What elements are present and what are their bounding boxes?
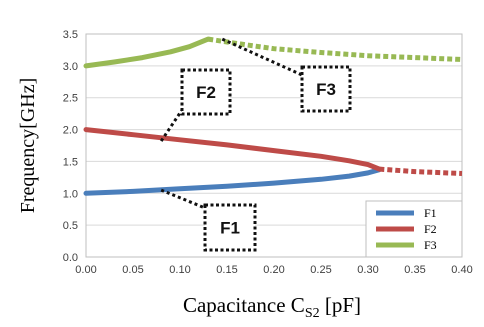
x-tick-label: 0.35 [404,264,425,276]
y-tick-label: 0.5 [63,220,78,232]
callout-box-f1 [203,203,257,252]
y-tick-label: 1.5 [63,156,78,168]
legend-label-f3: F3 [424,238,437,252]
callout-box-f2 [180,68,232,116]
x-axis-title: Capacitance CS2 [pF] [183,293,361,321]
series-line-f3 [83,36,211,69]
plot-area-border [85,33,463,258]
x-tick-label: 0.25 [310,264,331,276]
y-axis-title: Frequency[GHz] [17,78,39,214]
callout-label-f1: F1 [220,219,240,238]
x-tick-label: 0.40 [451,264,472,276]
callout-box-f3 [300,65,352,113]
x-tick-label: 0.20 [263,264,284,276]
y-tick-label: 2.5 [63,93,78,105]
callout-label-f2: F2 [196,83,216,102]
series-line-f1 [83,167,382,196]
x-tick-label: 0.10 [169,264,190,276]
x-axis-title-unit: [pF] [320,293,361,317]
callout-label-f3: F3 [316,80,336,99]
x-tick-label: 0.00 [75,264,96,276]
y-tick-label: 0.0 [63,252,78,264]
x-tick-label: 0.30 [357,264,378,276]
y-tick-label: 3.0 [63,61,78,73]
series-dashed-line-f2 [379,166,463,176]
x-axis-title-subscript: S2 [305,306,320,321]
x-tick-label: 0.05 [122,264,143,276]
legend-label-f2: F2 [424,222,437,236]
x-tick-label: 0.15 [216,264,237,276]
y-tick-label: 2.0 [63,125,78,137]
y-tick-label: 1.0 [63,188,78,200]
series-dashed-line-f3 [207,36,463,62]
series-line-f2 [83,127,382,172]
callout-leader-f1 [160,188,211,212]
y-tick-label: 3.5 [63,29,78,41]
x-axis-title-main: Capacitance C [183,293,305,317]
callout-leader-f3 [221,37,303,77]
legend-label-f1: F1 [424,206,437,220]
callout-leader-f2 [159,109,184,142]
